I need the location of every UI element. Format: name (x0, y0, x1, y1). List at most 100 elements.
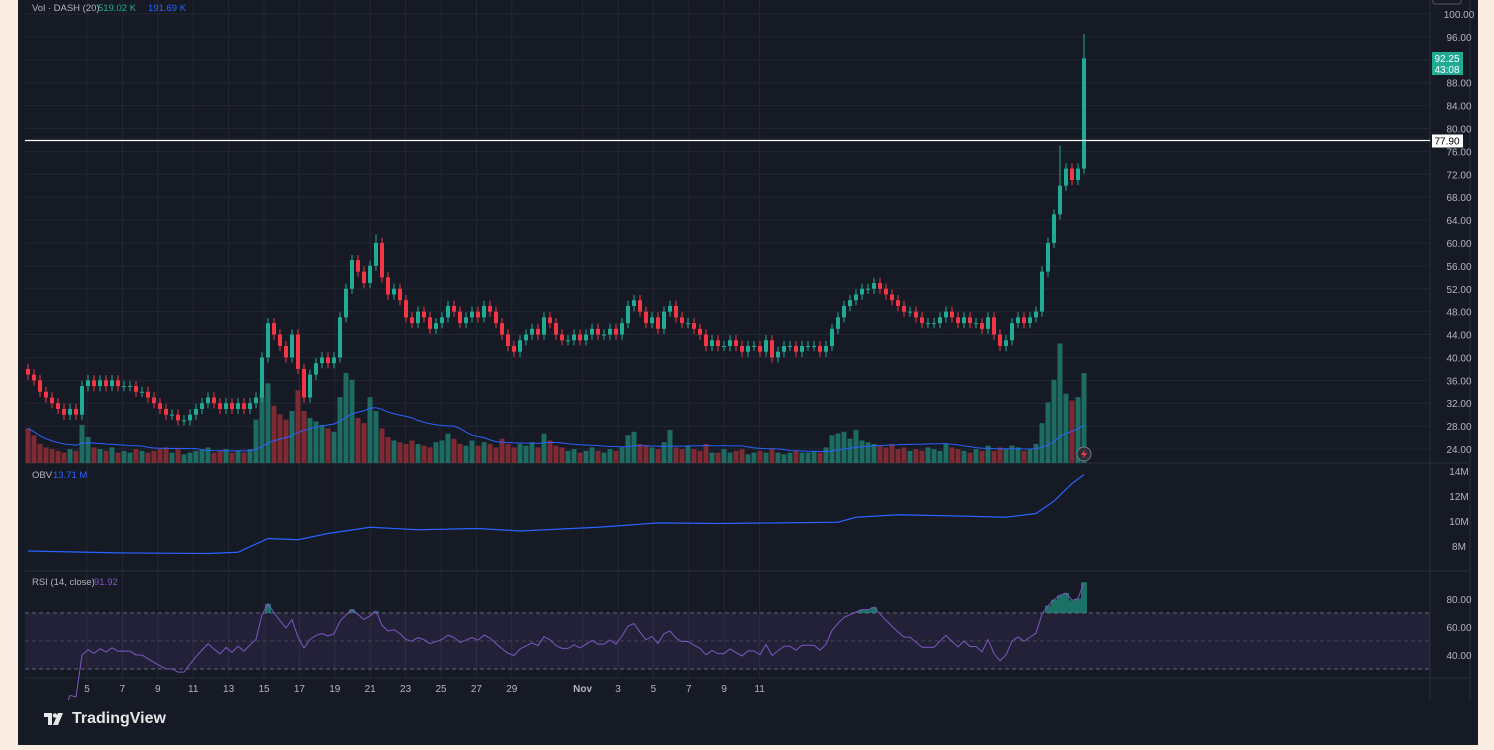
price-tick-label: 32.00 (1446, 399, 1471, 410)
candle (980, 317, 984, 334)
candle-body (1046, 242, 1050, 272)
volume-bar (97, 449, 103, 463)
candle-body (302, 368, 306, 398)
candle-body (248, 403, 252, 409)
candle (572, 329, 576, 346)
rsi-band (25, 613, 1430, 669)
tradingview-logo[interactable]: TradingView (44, 710, 166, 728)
last-price-label: 92.25 (1434, 54, 1459, 65)
price-tick-label: 56.00 (1446, 262, 1471, 273)
candle-body (344, 288, 348, 318)
volume-bar (217, 450, 223, 463)
volume-bar (415, 443, 421, 463)
candle-body (584, 334, 588, 341)
candle-body (980, 323, 984, 329)
volume-bar (1081, 373, 1087, 463)
volume-bar (661, 442, 667, 463)
candle (344, 283, 348, 323)
volume-bar (61, 452, 67, 463)
candle (134, 380, 138, 397)
candle-body (842, 305, 846, 318)
volume-bar (481, 442, 487, 463)
candle (638, 295, 642, 317)
candle (62, 403, 66, 420)
candle-body (644, 311, 648, 324)
candle-body (308, 374, 312, 398)
candle-body (266, 323, 270, 358)
candle (476, 306, 480, 323)
candle (398, 283, 402, 306)
candle-body (470, 311, 474, 318)
price-tick-label: 100.00 (1444, 10, 1475, 21)
candle (620, 317, 624, 340)
candle (734, 335, 738, 352)
candle (590, 323, 594, 340)
candle-body (890, 294, 894, 301)
candle (284, 340, 288, 363)
volume-bar (409, 440, 415, 463)
volume-bar (301, 411, 307, 463)
candle (98, 375, 102, 392)
candle-body (26, 368, 30, 375)
candle-body (962, 317, 966, 324)
candle (302, 363, 306, 403)
candle (92, 375, 96, 392)
candle (944, 306, 948, 323)
candle-body (1028, 317, 1032, 324)
candle (326, 352, 330, 369)
candle (104, 375, 108, 392)
volume-bar (751, 452, 757, 463)
candle (368, 260, 372, 289)
candle-body (764, 340, 768, 352)
candle (500, 317, 504, 340)
candle-body (860, 288, 864, 295)
volume-bar (901, 447, 907, 463)
candle-body (314, 363, 318, 375)
candle-body (446, 305, 450, 318)
candle (932, 317, 936, 329)
volume-bar (1045, 402, 1051, 463)
volume-bar (847, 438, 853, 463)
candle-body (332, 357, 336, 364)
candle-body (50, 397, 54, 404)
volume-bar (283, 419, 289, 463)
candle-body (32, 374, 36, 381)
candle-body (374, 242, 378, 266)
candle-body (464, 317, 468, 324)
candle (356, 254, 360, 277)
candle-body (188, 414, 192, 421)
chart-canvas[interactable]: 100.00 96.00 88.00 84.00 80.00 76.00 72.00 68.0… (18, 0, 1478, 712)
volume-bar (637, 443, 643, 463)
time-tick-label: 3 (615, 684, 621, 695)
candle (698, 323, 702, 340)
candle (974, 317, 978, 329)
candle (656, 312, 660, 334)
candle (920, 312, 924, 329)
obv-tick-label: 8M (1452, 542, 1466, 553)
candle-body (542, 317, 546, 335)
candle (992, 312, 996, 340)
candle-body (638, 300, 642, 312)
candle (452, 300, 456, 317)
volume-bar (391, 440, 397, 463)
volume-bar (427, 447, 433, 463)
volume-bar (55, 450, 61, 463)
volume-bar (1027, 449, 1033, 463)
volume-bar (649, 447, 655, 463)
volume-bar (121, 450, 127, 463)
candle-body (950, 311, 954, 318)
candle-body (392, 288, 396, 295)
lightning-icon[interactable] (1076, 446, 1092, 462)
candle (854, 289, 858, 306)
candle (770, 335, 774, 363)
volume-bar (541, 433, 547, 463)
candle-body (698, 328, 702, 335)
volume-bar (955, 449, 961, 463)
candle (662, 306, 666, 334)
candle (740, 340, 744, 357)
candle (488, 300, 492, 317)
candle-body (530, 328, 534, 335)
candle (986, 312, 990, 334)
volume-bar (205, 447, 211, 463)
volume-bar (979, 450, 985, 463)
